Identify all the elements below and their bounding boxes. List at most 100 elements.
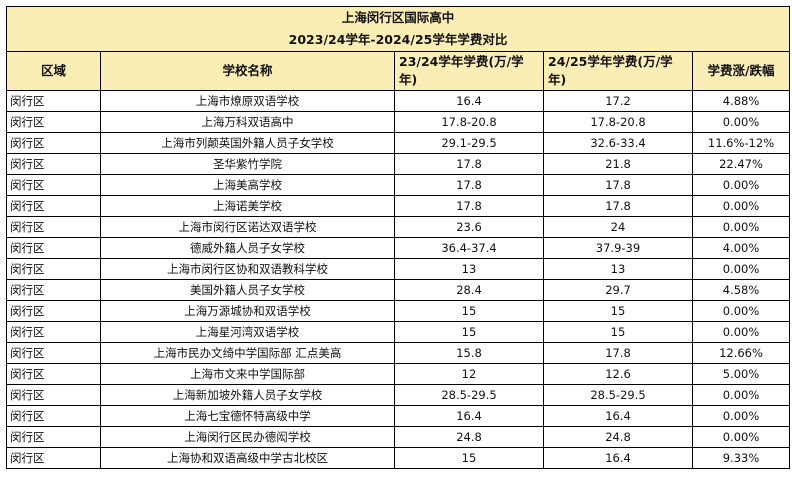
cell-school-name: 圣华紫竹学院	[100, 153, 395, 175]
cell-region: 闵行区	[6, 405, 101, 427]
cell-school-name: 美国外籍人员子女学校	[100, 279, 395, 301]
title-row-2: 2023/24学年-2024/25学年学费对比	[5, 29, 791, 52]
cell-fee-2425: 17.8	[543, 195, 693, 217]
cell-fee-2324: 15	[394, 447, 544, 469]
table-row: 闵行区 上海市闵行区诺达双语学校 23.6 24 0.00%	[6, 216, 791, 238]
cell-fee-change: 5.00%	[691, 363, 791, 385]
cell-region: 闵行区	[6, 342, 101, 364]
tuition-sheet: 上海闵行区国际高中 2023/24学年-2024/25学年学费对比 区域 学校名…	[5, 6, 791, 469]
tuition-table: 上海闵行区国际高中 2023/24学年-2024/25学年学费对比 区域 学校名…	[5, 6, 791, 469]
cell-fee-2425: 15	[543, 300, 693, 322]
sheet-subtitle: 2023/24学年-2024/25学年学费对比	[5, 29, 791, 52]
cell-region: 闵行区	[6, 174, 101, 196]
cell-fee-2324: 17.8	[394, 174, 544, 196]
cell-fee-2425: 37.9-39	[543, 237, 693, 259]
cell-fee-2425: 15	[543, 321, 693, 343]
cell-school-name: 上海美高学校	[100, 174, 395, 196]
cell-fee-2425: 24	[543, 216, 693, 238]
cell-fee-2425: 32.6-33.4	[543, 132, 693, 154]
cell-fee-2324: 12	[394, 363, 544, 385]
cell-fee-2324: 17.8-20.8	[394, 111, 544, 133]
header-region: 区域	[6, 51, 101, 91]
sheet-title: 上海闵行区国际高中	[5, 6, 791, 29]
cell-region: 闵行区	[6, 90, 101, 112]
cell-fee-2425: 21.8	[543, 153, 693, 175]
cell-region: 闵行区	[6, 363, 101, 385]
cell-fee-2324: 15.8	[394, 342, 544, 364]
cell-region: 闵行区	[6, 153, 101, 175]
table-row: 闵行区 美国外籍人员子女学校 28.4 29.7 4.58%	[6, 279, 791, 301]
table-row: 闵行区 上海万科双语高中 17.8-20.8 17.8-20.8 0.00%	[6, 111, 791, 133]
cell-school-name: 上海闵行区民办德闳学校	[100, 426, 395, 448]
cell-school-name: 上海星河湾双语学校	[100, 321, 395, 343]
cell-fee-2324: 16.4	[394, 90, 544, 112]
cell-fee-change: 0.00%	[691, 405, 791, 427]
cell-region: 闵行区	[6, 300, 101, 322]
table-row: 闵行区 上海万源城协和双语学校 15 15 0.00%	[6, 300, 791, 322]
title-row-1: 上海闵行区国际高中	[5, 6, 791, 29]
cell-school-name: 上海市民办文绮中学国际部 汇点美高	[100, 342, 395, 364]
table-row: 闵行区 上海诺美学校 17.8 17.8 0.00%	[6, 195, 791, 217]
cell-fee-2324: 24.8	[394, 426, 544, 448]
cell-fee-2425: 16.4	[543, 447, 693, 469]
header-row: 区域 学校名称 23/24学年学费(万/学年) 24/25学年学费(万/学年) …	[6, 51, 791, 91]
table-row: 闵行区 圣华紫竹学院 17.8 21.8 22.47%	[6, 153, 791, 175]
cell-fee-change: 9.33%	[691, 447, 791, 469]
cell-fee-change: 4.58%	[691, 279, 791, 301]
cell-region: 闵行区	[6, 426, 101, 448]
cell-fee-2324: 17.8	[394, 195, 544, 217]
cell-fee-2324: 16.4	[394, 405, 544, 427]
cell-region: 闵行区	[6, 447, 101, 469]
cell-region: 闵行区	[6, 258, 101, 280]
cell-school-name: 上海新加坡外籍人员子女学校	[100, 384, 395, 406]
cell-fee-2425: 17.8	[543, 342, 693, 364]
cell-region: 闵行区	[6, 237, 101, 259]
cell-fee-change: 0.00%	[691, 426, 791, 448]
table-row: 闵行区 上海市燎原双语学校 16.4 17.2 4.88%	[6, 90, 791, 112]
cell-fee-change: 0.00%	[691, 300, 791, 322]
cell-fee-change: 0.00%	[691, 111, 791, 133]
cell-school-name: 上海市文来中学国际部	[100, 363, 395, 385]
cell-fee-change: 0.00%	[691, 384, 791, 406]
cell-region: 闵行区	[6, 279, 101, 301]
cell-fee-change: 0.00%	[691, 195, 791, 217]
cell-school-name: 上海市闵行区协和双语教科学校	[100, 258, 395, 280]
table-row: 闵行区 上海星河湾双语学校 15 15 0.00%	[6, 321, 791, 343]
table-row: 闵行区 上海市列颠英国外籍人员子女学校 29.1-29.5 32.6-33.4 11.6…	[6, 132, 791, 154]
cell-school-name: 上海市闵行区诺达双语学校	[100, 216, 395, 238]
cell-fee-change: 4.00%	[691, 237, 791, 259]
cell-fee-2324: 29.1-29.5	[394, 132, 544, 154]
cell-fee-2425: 28.5-29.5	[543, 384, 693, 406]
cell-fee-change: 0.00%	[691, 216, 791, 238]
cell-school-name: 上海七宝德怀特高级中学	[100, 405, 395, 427]
table-row: 闵行区 上海协和双语高级中学古北校区 15 16.4 9.33%	[6, 447, 791, 469]
cell-fee-2324: 28.5-29.5	[394, 384, 544, 406]
header-fee-2425: 24/25学年学费(万/学年)	[543, 51, 693, 91]
cell-fee-change: 0.00%	[691, 321, 791, 343]
table-row: 闵行区 上海七宝德怀特高级中学 16.4 16.4 0.00%	[6, 405, 791, 427]
cell-region: 闵行区	[6, 195, 101, 217]
cell-school-name: 德威外籍人员子女学校	[100, 237, 395, 259]
cell-fee-change: 22.47%	[691, 153, 791, 175]
cell-fee-2324: 13	[394, 258, 544, 280]
cell-fee-change: 4.88%	[691, 90, 791, 112]
header-fee-change: 学费涨/跌幅	[691, 51, 791, 91]
cell-fee-change: 0.00%	[691, 174, 791, 196]
cell-school-name: 上海万科双语高中	[100, 111, 395, 133]
cell-fee-2425: 13	[543, 258, 693, 280]
cell-fee-2324: 28.4	[394, 279, 544, 301]
cell-school-name: 上海市燎原双语学校	[100, 90, 395, 112]
table-row: 闵行区 上海新加坡外籍人员子女学校 28.5-29.5 28.5-29.5 0.00%	[6, 384, 791, 406]
table-row: 闵行区 德威外籍人员子女学校 36.4-37.4 37.9-39 4.00%	[6, 237, 791, 259]
cell-fee-2425: 17.8	[543, 174, 693, 196]
cell-fee-2425: 12.6	[543, 363, 693, 385]
cell-region: 闵行区	[6, 132, 101, 154]
cell-school-name: 上海协和双语高级中学古北校区	[100, 447, 395, 469]
table-row: 闵行区 上海市闵行区协和双语教科学校 13 13 0.00%	[6, 258, 791, 280]
table-row: 闵行区 上海市民办文绮中学国际部 汇点美高 15.8 17.8 12.66%	[6, 342, 791, 364]
cell-school-name: 上海诺美学校	[100, 195, 395, 217]
cell-fee-2324: 15	[394, 321, 544, 343]
cell-fee-change: 0.00%	[691, 258, 791, 280]
cell-fee-2324: 15	[394, 300, 544, 322]
cell-region: 闵行区	[6, 111, 101, 133]
